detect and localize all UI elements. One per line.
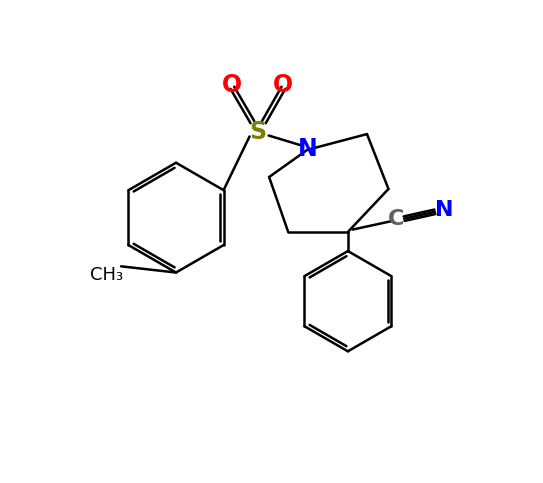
Text: O: O [273,73,294,98]
Text: N: N [298,137,317,161]
Text: N: N [434,199,453,219]
Text: O: O [222,73,242,98]
Text: C: C [388,209,405,229]
Text: S: S [250,120,267,143]
Text: CH₃: CH₃ [90,266,123,284]
